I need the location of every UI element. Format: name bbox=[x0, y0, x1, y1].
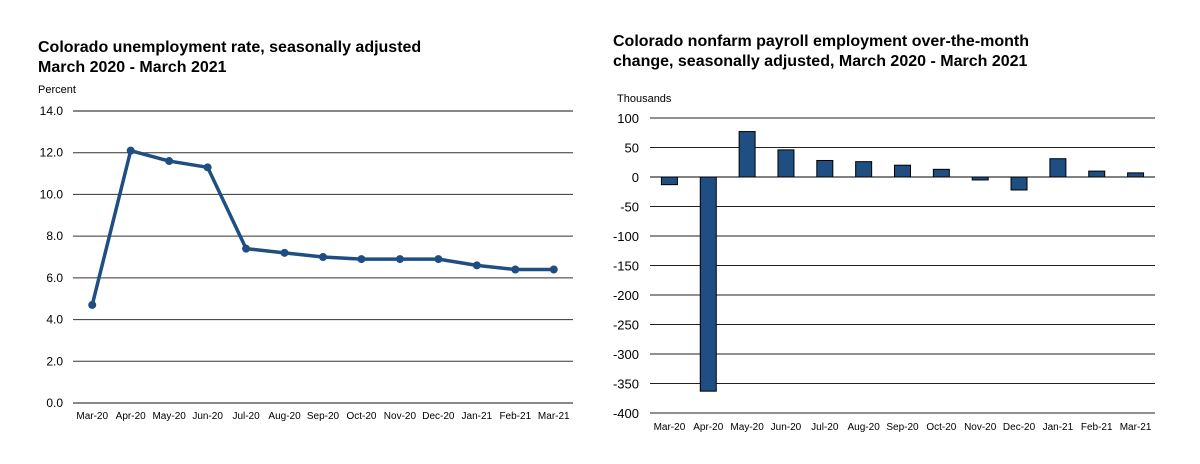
right-y-tick-label: 50 bbox=[625, 141, 639, 156]
left-x-tick-label: Feb-21 bbox=[499, 411, 531, 422]
payroll-bar bbox=[699, 176, 717, 392]
right-x-tick-label: Feb-21 bbox=[1081, 422, 1113, 433]
right-x-tick-label: Dec-20 bbox=[1003, 422, 1036, 433]
unemployment-point bbox=[434, 255, 443, 264]
left-x-tick-label: Jun-20 bbox=[192, 411, 223, 422]
left-x-tick-label: Aug-20 bbox=[268, 411, 301, 422]
payroll-bar bbox=[1127, 172, 1145, 178]
left-x-tick-label: Oct-20 bbox=[346, 411, 376, 422]
left-y-tick-label: 10.0 bbox=[40, 187, 64, 201]
payroll-bar bbox=[1010, 176, 1028, 191]
unemployment-point bbox=[549, 265, 558, 274]
left-x-tick-label: Apr-20 bbox=[116, 411, 146, 422]
payroll-bar bbox=[932, 168, 950, 178]
left-y-tick-label: 0.0 bbox=[46, 396, 63, 410]
left-x-tick-label: Nov-20 bbox=[384, 411, 417, 422]
left-y-tick-label: 4.0 bbox=[46, 313, 63, 327]
right-x-tick-label: Oct-20 bbox=[926, 422, 956, 433]
left-y-tick-label: 14.0 bbox=[40, 104, 64, 118]
right-y-tick-label: -350 bbox=[613, 377, 639, 392]
payroll-bar bbox=[1049, 158, 1067, 178]
left-y-tick-label: 6.0 bbox=[46, 271, 63, 285]
right-y-tick-label: -300 bbox=[613, 347, 639, 362]
payroll-bar bbox=[738, 131, 756, 178]
unemployment-line bbox=[90, 148, 554, 306]
unemployment-point bbox=[242, 244, 251, 253]
right-y-tick-label: -150 bbox=[613, 259, 639, 274]
left-y-axis-label: Percent bbox=[38, 84, 76, 96]
right-y-axis-label: Thousands bbox=[617, 93, 672, 105]
left-y-tick-label: 12.0 bbox=[40, 146, 64, 160]
right-x-tick-label: Nov-20 bbox=[964, 422, 997, 433]
left-x-tick-label: Mar-21 bbox=[538, 411, 570, 422]
payroll-bar bbox=[894, 164, 911, 178]
right-x-tick-label: Mar-21 bbox=[1120, 422, 1152, 433]
right-x-tick-label: Aug-20 bbox=[848, 422, 881, 433]
unemployment-point bbox=[472, 261, 481, 270]
right-x-tick-label: Jul-20 bbox=[811, 422, 839, 433]
right-x-tick-label: May-20 bbox=[730, 422, 764, 433]
left-x-tick-label: Jan-21 bbox=[462, 411, 493, 422]
payroll-bar bbox=[1088, 170, 1106, 178]
payroll-bar bbox=[855, 161, 873, 178]
left-chart-title: Colorado unemployment rate, seasonally a… bbox=[38, 39, 422, 76]
right-y-tick-label: -250 bbox=[613, 318, 639, 333]
unemployment-point bbox=[357, 255, 366, 264]
right-y-tick-label: -100 bbox=[613, 229, 639, 244]
unemployment-point bbox=[203, 163, 212, 172]
right-y-tick-label: 100 bbox=[617, 111, 639, 126]
right-x-tick-label: Jan-21 bbox=[1043, 422, 1074, 433]
right-y-tick-label: -400 bbox=[613, 406, 639, 421]
right-chart-title: Colorado nonfarm payroll employment over… bbox=[613, 33, 1030, 70]
left-x-tick-label: Mar-20 bbox=[76, 411, 108, 422]
payroll-bar bbox=[777, 149, 795, 178]
left-x-tick-label: Sep-20 bbox=[307, 411, 340, 422]
right-x-tick-label: Mar-20 bbox=[654, 422, 686, 433]
right-y-tick-label: -50 bbox=[620, 200, 639, 215]
unemployment-point bbox=[280, 248, 289, 257]
left-y-tick-label: 8.0 bbox=[46, 229, 63, 243]
unemployment-point bbox=[126, 146, 135, 155]
left-y-tick-label: 2.0 bbox=[46, 354, 63, 368]
unemployment-point bbox=[395, 255, 404, 264]
payroll-bar bbox=[660, 176, 678, 186]
left-x-tick-label: May-20 bbox=[152, 411, 186, 422]
right-y-tick-label: -200 bbox=[613, 288, 639, 303]
left-x-tick-label: Dec-20 bbox=[422, 411, 455, 422]
right-x-tick-label: Apr-20 bbox=[693, 422, 723, 433]
right-x-tick-label: Sep-20 bbox=[886, 422, 919, 433]
right-x-tick-label: Jun-20 bbox=[771, 422, 802, 433]
unemployment-point bbox=[88, 300, 97, 309]
right-y-tick-label: 0 bbox=[632, 170, 639, 185]
payroll-bar bbox=[816, 159, 834, 178]
unemployment-point bbox=[165, 157, 174, 166]
left-x-tick-label: Jul-20 bbox=[232, 411, 260, 422]
unemployment-point bbox=[511, 265, 520, 274]
unemployment-point bbox=[319, 253, 327, 261]
